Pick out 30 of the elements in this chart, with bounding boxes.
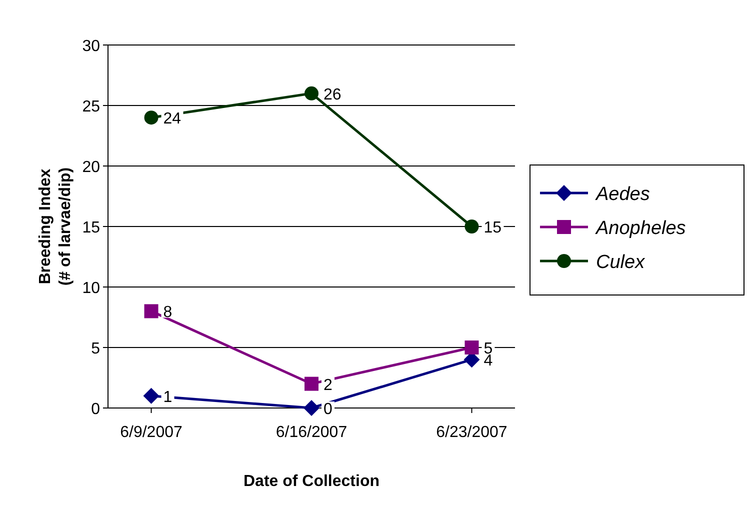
y-tick-label: 25 [82, 98, 100, 116]
y-axis-title: Breeding Index (# of larvae/dip) [37, 167, 74, 286]
data-label: 15 [484, 220, 502, 236]
point [304, 376, 318, 391]
x-axis-title: Date of Collection [243, 473, 380, 490]
point [143, 388, 160, 404]
y-tick-label: 30 [82, 38, 100, 55]
point [144, 110, 158, 125]
point [464, 220, 479, 234]
y-tick-label: 10 [82, 280, 100, 297]
data-label: 2 [324, 376, 332, 394]
y-tick-label: 15 [82, 220, 100, 236]
data-label: 24 [163, 110, 182, 128]
point [304, 400, 320, 416]
data-label: 8 [163, 304, 172, 322]
point [144, 304, 158, 318]
legend-label: Anopheles [595, 218, 686, 239]
x-tick-label: 6/16/2007 [276, 424, 348, 441]
y-tick-label: 20 [82, 159, 100, 176]
data-label: 1 [163, 388, 172, 406]
point [304, 86, 318, 100]
legend-label: Aedes [595, 184, 650, 205]
y-tick-label: 5 [91, 340, 100, 358]
y-tick-label: 0 [91, 401, 100, 418]
x-tick-label: 6/23/2007 [436, 424, 508, 441]
data-label: 0 [324, 401, 332, 418]
x-tick-label: 6/9/2007 [120, 424, 183, 441]
data-label: 26 [324, 86, 342, 104]
legend-label: Culex [596, 252, 646, 273]
point [464, 340, 479, 354]
